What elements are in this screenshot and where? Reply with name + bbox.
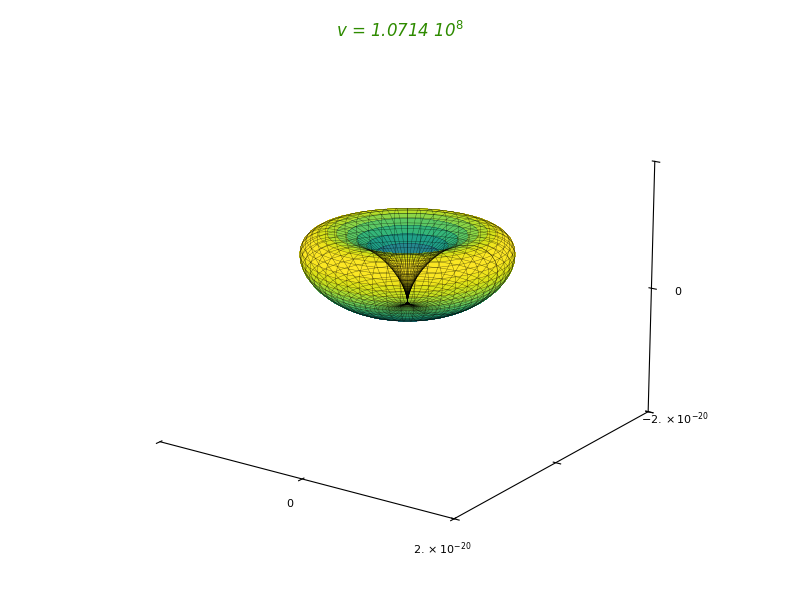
- Text: $v$ = 1.0714 10$^{8}$: $v$ = 1.0714 10$^{8}$: [336, 21, 464, 41]
